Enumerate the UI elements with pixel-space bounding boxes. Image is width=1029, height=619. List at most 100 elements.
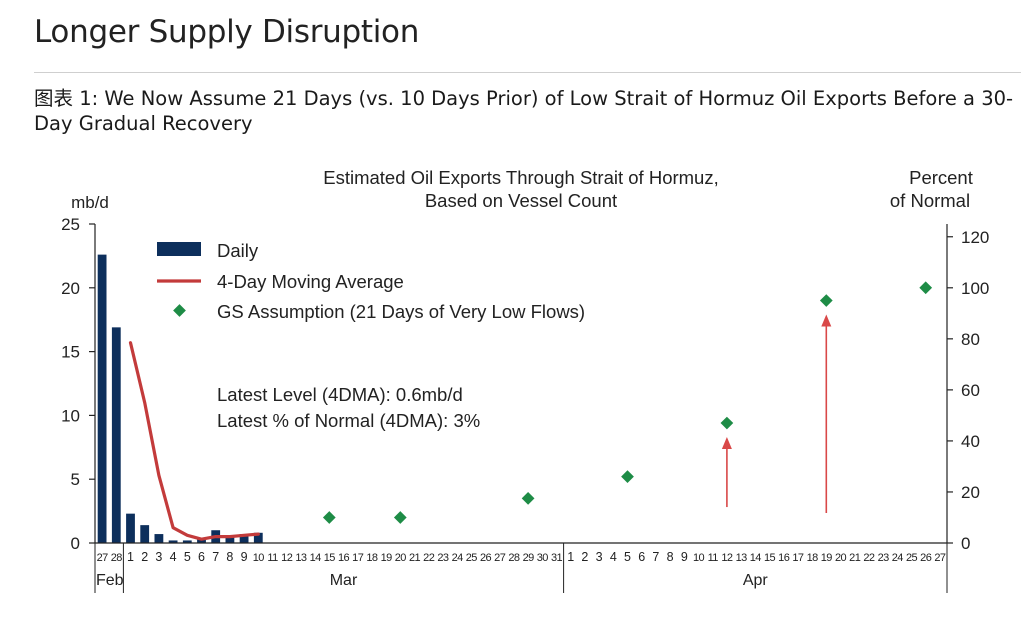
x-day-label: 27: [494, 552, 506, 564]
left-tick-label: 25: [61, 215, 80, 234]
x-axis-day-ticks: 27 28 1 2 3 4 5 6 7 8 9 10 11 12 13 14 15 16 17 18 19 20 21 22 2…: [97, 550, 947, 564]
x-day-label: 20: [395, 552, 407, 564]
month-label: Feb: [96, 572, 124, 589]
x-day-label: 19: [381, 552, 393, 564]
x-day-label: 27: [934, 552, 946, 564]
legend-assumption-swatch: [173, 304, 186, 317]
x-day-label: 9: [241, 550, 248, 564]
x-day-label: 28: [111, 552, 123, 564]
x-day-label: 14: [310, 552, 322, 564]
x-day-label: 5: [624, 550, 631, 564]
legend-daily-label: Daily: [217, 240, 259, 261]
right-tick-label: 20: [961, 483, 980, 502]
x-day-label: 17: [352, 552, 364, 564]
x-day-label: 9: [681, 550, 688, 564]
x-day-label: 2: [141, 550, 148, 564]
x-day-label: 5: [184, 550, 191, 564]
x-day-label: 24: [892, 552, 904, 564]
x-day-label: 24: [452, 552, 464, 564]
legend-assumption-label: GS Assumption (21 Days of Very Low Flows…: [217, 301, 585, 322]
left-tick-label: 0: [71, 534, 80, 553]
x-day-label: 6: [198, 550, 205, 564]
right-tick-label: 0: [961, 534, 970, 553]
title-divider: [34, 72, 1021, 73]
x-day-label: 18: [366, 552, 378, 564]
x-day-label: 16: [778, 552, 790, 564]
x-day-label: 27: [97, 552, 109, 564]
month-label: Mar: [330, 572, 358, 589]
x-day-label: 28: [508, 552, 520, 564]
x-day-label: 11: [708, 552, 719, 564]
arrow-head: [721, 437, 732, 450]
assumption-point: [322, 511, 336, 524]
x-day-label: 21: [849, 552, 861, 564]
annotation-latest-level: Latest Level (4DMA): 0.6mb/d: [217, 384, 463, 405]
x-day-label: 25: [466, 552, 478, 564]
left-tick-label: 20: [61, 279, 80, 298]
x-day-label: 3: [596, 550, 603, 564]
right-tick-label: 100: [961, 279, 989, 298]
x-day-label: 19: [821, 552, 833, 564]
x-day-label: 20: [835, 552, 847, 564]
daily-bar: [197, 539, 206, 543]
daily-bar: [239, 534, 249, 543]
arrow-head: [821, 314, 832, 327]
right-tick-label: 80: [961, 330, 980, 349]
assumption-point: [919, 281, 933, 295]
x-day-label: 30: [537, 552, 549, 564]
moving-average-line: [128, 341, 260, 541]
daily-bar: [111, 327, 121, 543]
assumption-point: [521, 491, 535, 505]
x-day-label: 1: [127, 550, 134, 564]
x-day-label: 13: [295, 552, 307, 564]
legend-ma-label: 4-Day Moving Average: [217, 271, 404, 292]
x-day-label: 11: [267, 552, 278, 564]
right-axis-ticks: 0 20 40 60 80 100 120: [947, 228, 989, 553]
x-day-label: 18: [807, 552, 819, 564]
x-day-label: 4: [170, 550, 177, 564]
x-day-label: 26: [480, 552, 492, 564]
left-axis-ticks: 0 5 10 15 20 25: [61, 215, 95, 553]
month-label: Apr: [743, 572, 769, 589]
x-day-label: 10: [253, 552, 265, 564]
x-day-label: 4: [610, 550, 617, 564]
chart-title-line1: Estimated Oil Exports Through Strait of …: [323, 167, 719, 188]
left-axis-label: mb/d: [71, 193, 109, 212]
x-day-label: 23: [437, 552, 449, 564]
x-day-label: 3: [155, 550, 162, 564]
right-tick-label: 40: [961, 432, 980, 451]
x-day-label: 10: [693, 552, 705, 564]
x-day-label: 6: [638, 550, 645, 564]
left-tick-label: 15: [61, 343, 80, 362]
highlight-arrows: [721, 314, 832, 513]
legend: Daily 4-Day Moving Average GS Assumption…: [157, 240, 585, 322]
x-day-label: 12: [721, 552, 733, 564]
x-day-label: 1: [567, 550, 574, 564]
x-day-label: 2: [581, 550, 588, 564]
x-day-label: 25: [906, 552, 918, 564]
daily-bar: [97, 254, 107, 543]
x-day-label: 7: [212, 550, 219, 564]
daily-bar: [154, 534, 164, 543]
x-day-label: 21: [409, 552, 421, 564]
right-tick-label: 60: [961, 381, 980, 400]
x-axis-months: Feb Mar Apr: [94, 543, 948, 593]
x-day-label: 16: [338, 552, 350, 564]
exhibit-caption: 图表 1: We Now Assume 21 Days (vs. 10 Days…: [34, 87, 1014, 135]
x-day-label: 12: [281, 552, 293, 564]
left-tick-label: 5: [71, 470, 80, 489]
right-axis-label-line1: Percent: [909, 167, 973, 188]
x-day-label: 23: [878, 552, 890, 564]
left-tick-label: 10: [61, 406, 80, 425]
x-day-label: 26: [920, 552, 932, 564]
daily-bar: [225, 535, 235, 543]
x-day-label: 15: [764, 552, 776, 564]
x-day-label: 15: [324, 552, 336, 564]
x-day-label: 8: [226, 550, 233, 564]
annotation-latest-percent: Latest % of Normal (4DMA): 3%: [217, 410, 480, 431]
assumption-point: [621, 470, 634, 484]
x-day-label: 8: [667, 550, 674, 564]
chart-title-line2: Based on Vessel Count: [425, 190, 617, 211]
x-day-label: 31: [551, 552, 563, 564]
x-day-label: 7: [652, 550, 659, 564]
